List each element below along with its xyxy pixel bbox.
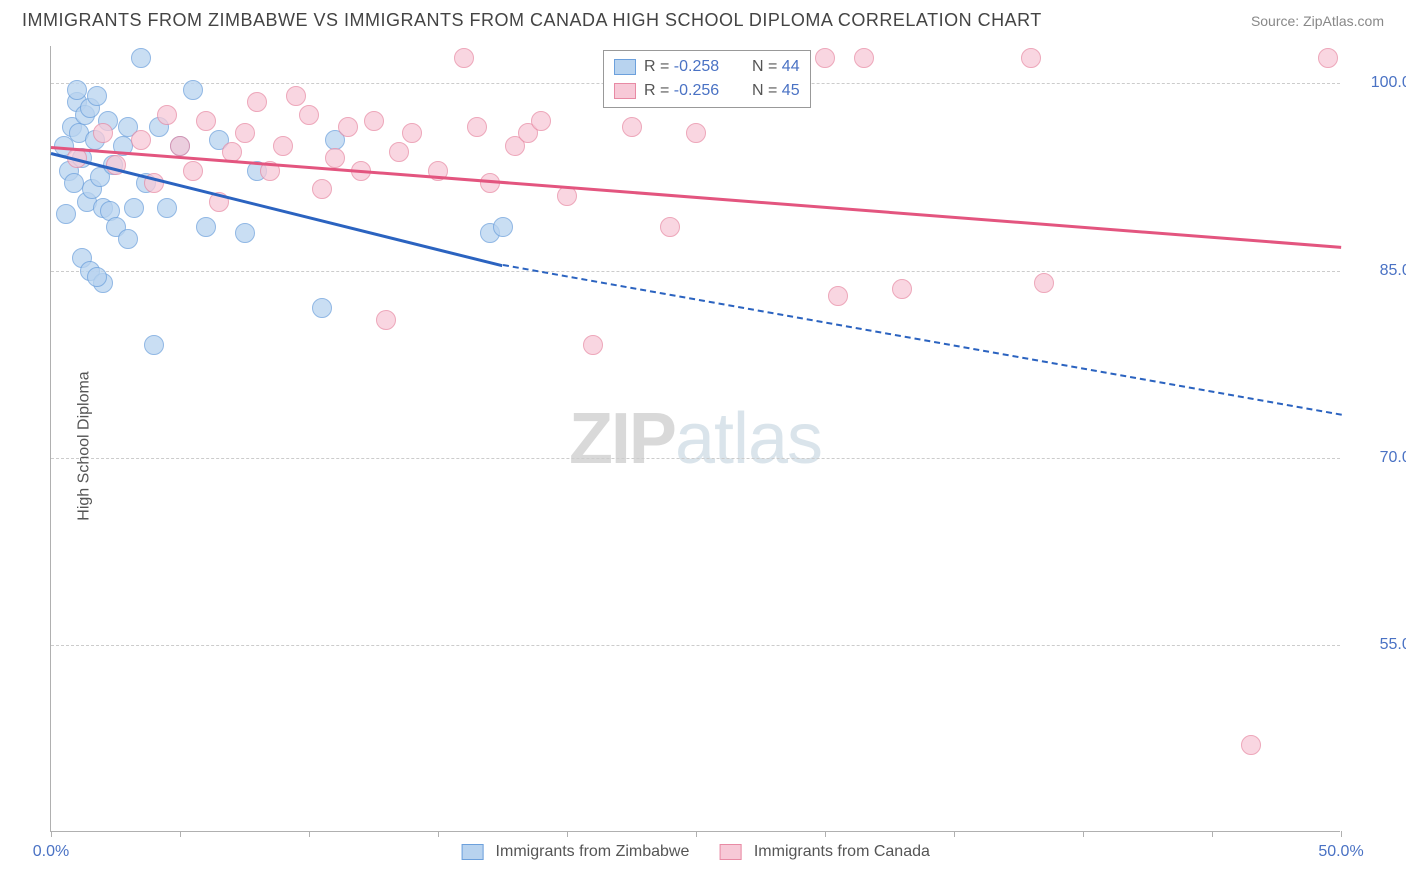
gridline	[51, 458, 1340, 459]
data-point	[815, 48, 835, 68]
data-point	[93, 123, 113, 143]
y-tick-label: 85.0%	[1355, 262, 1406, 280]
data-point	[312, 298, 332, 318]
data-point	[325, 148, 345, 168]
x-tick-mark	[1212, 831, 1213, 837]
data-point	[1241, 735, 1261, 755]
data-point	[686, 123, 706, 143]
data-point	[64, 173, 84, 193]
y-tick-label: 70.0%	[1355, 449, 1406, 467]
data-point	[1318, 48, 1338, 68]
x-tick-mark	[567, 831, 568, 837]
legend-swatch-icon	[614, 59, 636, 75]
gridline	[51, 645, 1340, 646]
data-point	[144, 335, 164, 355]
data-point	[583, 335, 603, 355]
data-point	[235, 123, 255, 143]
data-point	[1021, 48, 1041, 68]
x-tick-mark	[438, 831, 439, 837]
x-tick-mark	[51, 831, 52, 837]
data-point	[87, 267, 107, 287]
data-point	[273, 136, 293, 156]
data-point	[157, 105, 177, 125]
y-tick-label: 55.0%	[1355, 636, 1406, 654]
data-point	[454, 48, 474, 68]
data-point	[118, 229, 138, 249]
data-point	[854, 48, 874, 68]
legend-bottom-item: Immigrants from Canada	[719, 843, 930, 861]
data-point	[170, 136, 190, 156]
data-point	[531, 111, 551, 131]
data-point	[364, 111, 384, 131]
trend-line	[502, 264, 1341, 416]
data-point	[131, 48, 151, 68]
data-point	[338, 117, 358, 137]
y-tick-label: 100.0%	[1355, 74, 1406, 92]
x-tick-mark	[180, 831, 181, 837]
x-tick-mark	[954, 831, 955, 837]
data-point	[247, 92, 267, 112]
source-attribution: Source: ZipAtlas.com	[1251, 13, 1384, 29]
data-point	[67, 80, 87, 100]
data-point	[196, 111, 216, 131]
x-tick-mark	[825, 831, 826, 837]
data-point	[828, 286, 848, 306]
data-point	[87, 86, 107, 106]
legend-bottom: Immigrants from Zimbabwe Immigrants from…	[461, 843, 930, 861]
legend-row: R = -0.256N = 45	[614, 79, 800, 103]
legend-bottom-item: Immigrants from Zimbabwe	[461, 843, 689, 861]
chart-title: IMMIGRANTS FROM ZIMBABWE VS IMMIGRANTS F…	[22, 10, 1042, 31]
data-point	[183, 161, 203, 181]
data-point	[131, 130, 151, 150]
data-point	[183, 80, 203, 100]
data-point	[286, 86, 306, 106]
data-point	[299, 105, 319, 125]
data-point	[493, 217, 513, 237]
x-tick-label: 50.0%	[1318, 843, 1363, 861]
data-point	[376, 310, 396, 330]
data-point	[56, 204, 76, 224]
legend-swatch-icon	[614, 83, 636, 99]
data-point	[402, 123, 422, 143]
plot-area: ZIPatlas Immigrants from Zimbabwe Immigr…	[50, 46, 1340, 832]
watermark: ZIPatlas	[569, 398, 822, 480]
data-point	[312, 179, 332, 199]
gridline	[51, 271, 1340, 272]
x-tick-mark	[696, 831, 697, 837]
data-point	[1034, 273, 1054, 293]
x-tick-mark	[1083, 831, 1084, 837]
data-point	[660, 217, 680, 237]
data-point	[389, 142, 409, 162]
x-tick-label: 0.0%	[33, 843, 69, 861]
legend-row: R = -0.258N = 44	[614, 55, 800, 79]
correlation-legend: R = -0.258N = 44R = -0.256N = 45	[603, 50, 811, 108]
data-point	[467, 117, 487, 137]
data-point	[124, 198, 144, 218]
data-point	[157, 198, 177, 218]
x-tick-mark	[309, 831, 310, 837]
data-point	[235, 223, 255, 243]
data-point	[622, 117, 642, 137]
legend-swatch-icon	[461, 844, 483, 860]
data-point	[196, 217, 216, 237]
x-tick-mark	[1341, 831, 1342, 837]
data-point	[892, 279, 912, 299]
legend-swatch-icon	[719, 844, 741, 860]
